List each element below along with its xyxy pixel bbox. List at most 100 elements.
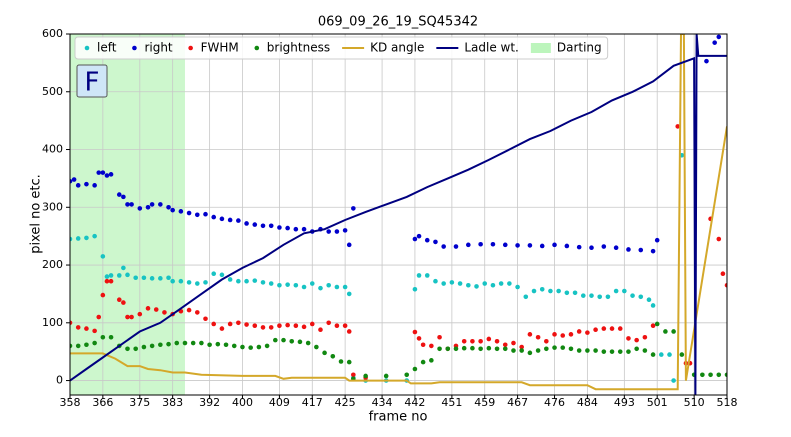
legend: left right FWHM brightness KD angle Ladle wt.…: [74, 36, 609, 60]
point: [256, 344, 262, 350]
point: [515, 284, 520, 290]
point: [494, 346, 500, 352]
point: [162, 310, 167, 315]
point: [461, 345, 467, 351]
point: [199, 340, 204, 346]
point: [334, 323, 340, 328]
legend-marker: [530, 43, 551, 53]
point: [626, 349, 631, 354]
point: [293, 323, 299, 328]
point: [116, 297, 122, 302]
point: [75, 343, 81, 349]
point: [560, 333, 566, 338]
point: [285, 282, 290, 287]
point: [650, 323, 656, 328]
point: [186, 280, 192, 285]
point: [630, 293, 635, 298]
point: [289, 338, 295, 344]
point: [207, 342, 212, 348]
point: [498, 281, 504, 286]
point: [478, 346, 483, 352]
x-tick-label: 451: [441, 396, 462, 409]
point: [724, 282, 727, 288]
point: [429, 358, 434, 363]
point: [96, 170, 102, 175]
point: [576, 329, 582, 334]
point: [346, 329, 352, 334]
point: [70, 236, 73, 242]
annotation: F: [85, 68, 100, 98]
point: [445, 346, 451, 352]
point: [338, 359, 344, 364]
point: [125, 314, 130, 320]
point: [433, 278, 438, 284]
point: [342, 284, 348, 290]
point: [227, 277, 233, 282]
point: [494, 338, 500, 344]
x-tick-label: 358: [60, 396, 81, 409]
point: [166, 204, 171, 210]
line: [70, 34, 727, 395]
point: [622, 288, 627, 294]
y-tick-label: 300: [42, 200, 63, 213]
legend-marker: [188, 45, 193, 51]
point: [149, 343, 155, 349]
point: [474, 284, 479, 289]
x-tick-label: 375: [129, 396, 150, 409]
point: [466, 242, 471, 248]
legend-label: Ladle wt.: [464, 41, 519, 55]
point: [346, 242, 352, 248]
point: [108, 273, 114, 278]
point: [539, 243, 545, 249]
point: [178, 278, 184, 284]
point: [535, 348, 541, 353]
point: [453, 244, 459, 249]
point: [412, 286, 418, 292]
point: [527, 350, 533, 356]
plot-frame: [69, 33, 728, 396]
legend-marker: [84, 45, 90, 51]
legend-label: brightness: [267, 41, 330, 55]
point: [585, 330, 590, 335]
point: [342, 323, 348, 328]
point: [535, 334, 541, 340]
legend-marker: [132, 45, 137, 51]
point: [244, 322, 249, 327]
point: [531, 288, 537, 294]
point: [70, 343, 73, 349]
point: [507, 281, 512, 286]
point: [166, 341, 171, 347]
point: [638, 247, 644, 253]
point: [277, 323, 282, 328]
point: [71, 177, 77, 182]
point: [552, 242, 557, 248]
point: [318, 327, 323, 333]
point: [260, 280, 266, 285]
point: [75, 325, 81, 330]
point: [675, 124, 681, 129]
point: [552, 332, 557, 337]
point: [404, 372, 410, 378]
point: [424, 273, 430, 278]
point: [617, 349, 623, 354]
point: [137, 206, 143, 211]
legend-label: right: [144, 41, 172, 55]
point: [638, 294, 644, 300]
point: [203, 280, 208, 285]
x-tick-label: 442: [404, 396, 425, 409]
point: [502, 346, 508, 352]
point: [490, 241, 496, 247]
point: [416, 233, 422, 239]
point: [515, 243, 520, 248]
point: [100, 334, 106, 340]
point: [486, 345, 492, 351]
x-tick-label: 400: [232, 396, 253, 409]
point: [502, 342, 508, 348]
point: [70, 178, 73, 184]
point: [519, 348, 524, 353]
point: [170, 278, 175, 284]
point: [240, 344, 245, 350]
x-tick-label: 417: [302, 396, 323, 409]
point: [219, 272, 225, 278]
